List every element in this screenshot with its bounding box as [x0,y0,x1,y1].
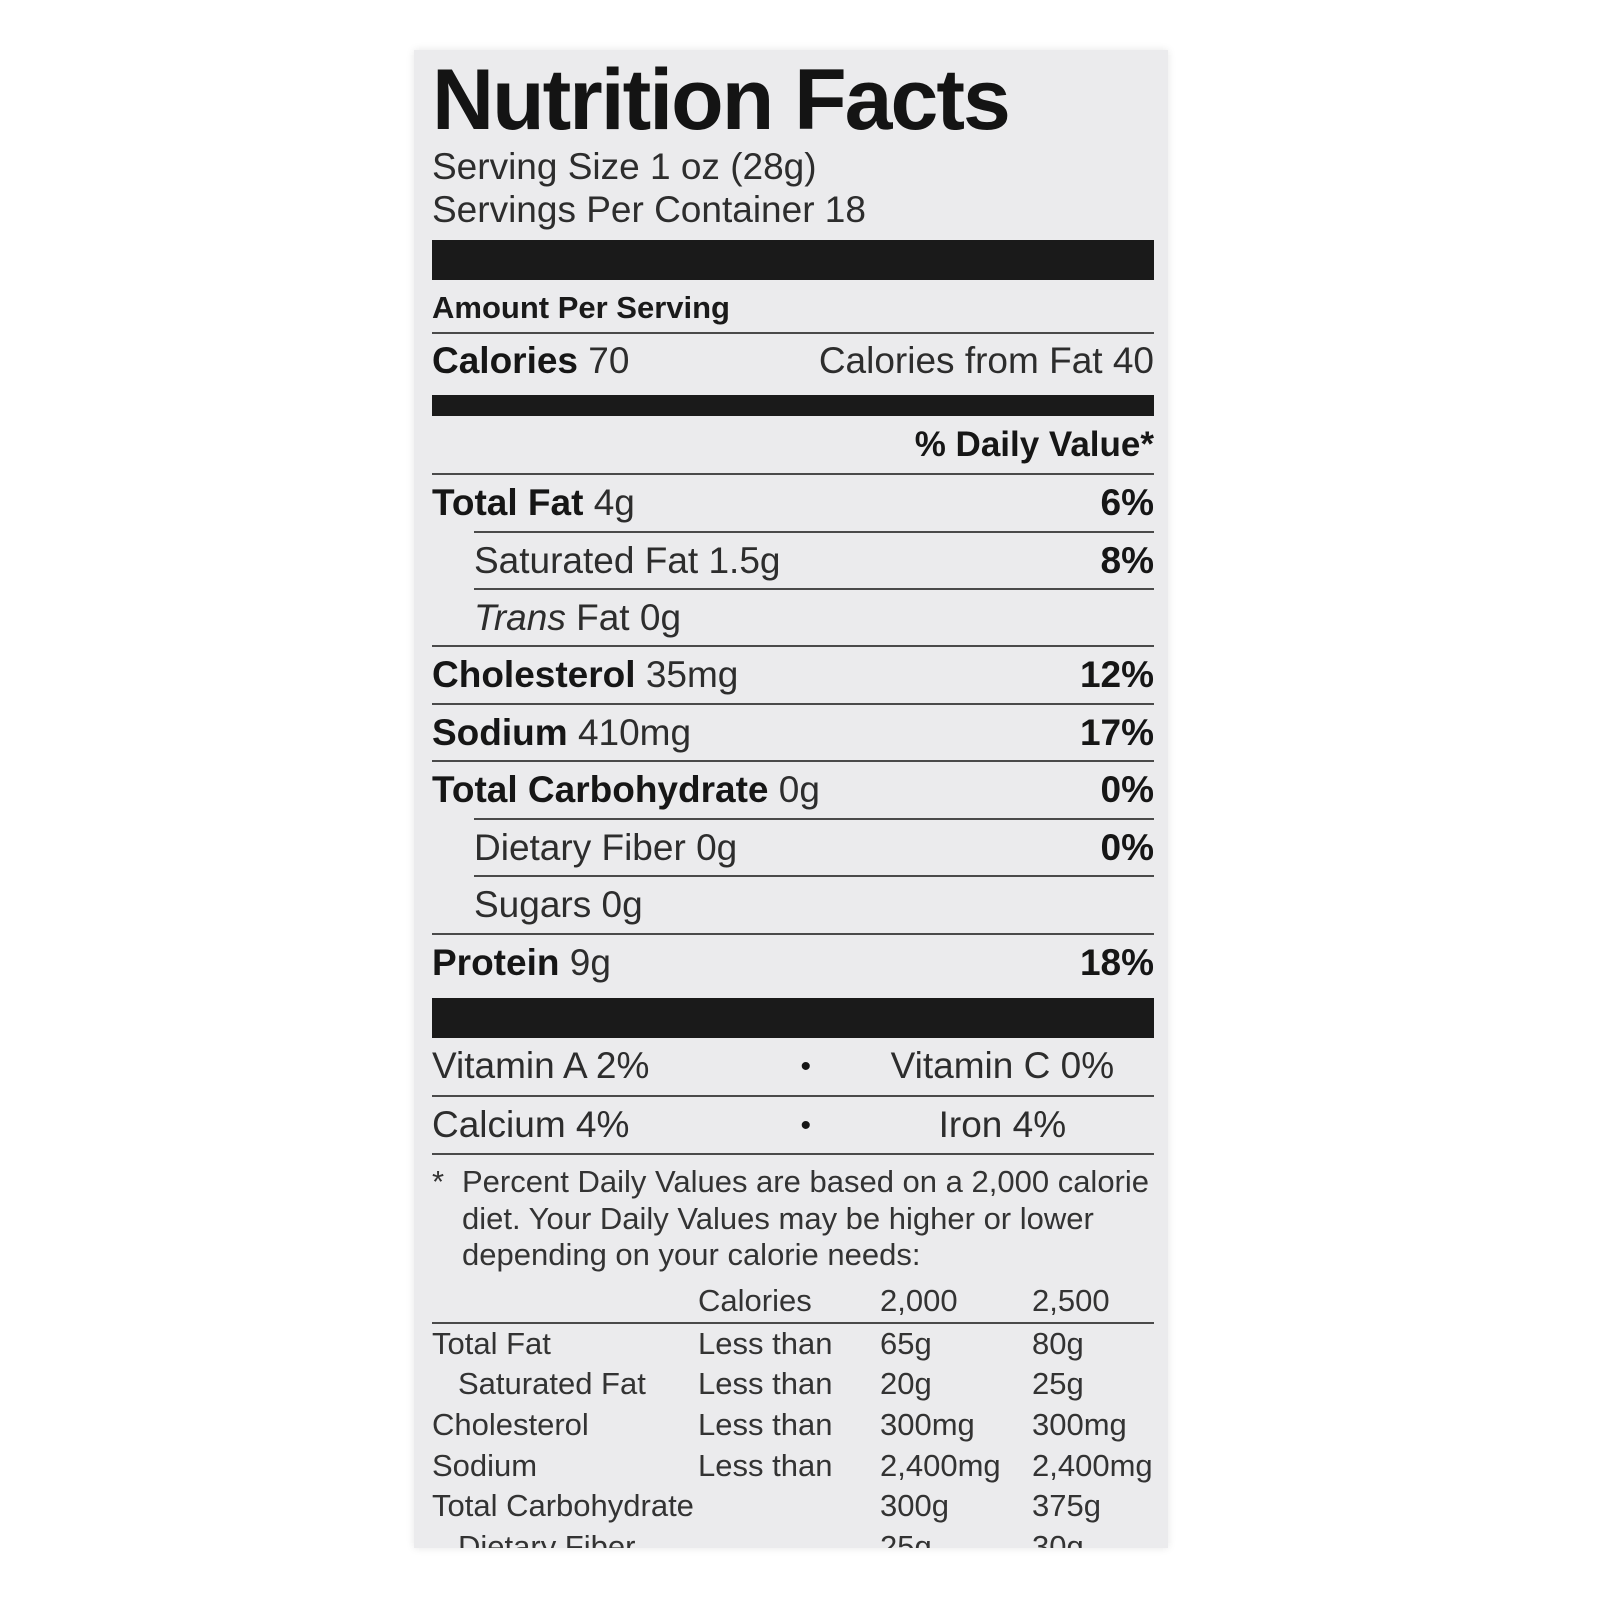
calories-from-fat: Calories from Fat 40 [818,340,1154,382]
footnote-text: Percent Daily Values are based on a 2,00… [462,1164,1150,1272]
hairline-rule [432,1094,1154,1097]
table-row: Dietary Fiber 25g 30g [458,1528,1084,1548]
table-row: Sodium Less than 2,400mg 2,400mg [432,1447,1153,1483]
hairline-rule [474,587,1154,590]
thick-separator-bar [432,998,1154,1039]
bullet-separator: • [800,1049,812,1083]
hairline-rule [474,875,1154,878]
table-header-row: Calories 2,000 2,500 [432,1281,1154,1322]
col-header-calories: Calories [698,1283,812,1319]
thick-separator-bar [432,240,1154,281]
footnote-asterisk: * [432,1164,445,1200]
daily-value-percent: 8% [1100,539,1154,581]
hairline-rule [432,645,1154,648]
nutrient-row-total-carbohydrate: Total Carbohydrate 0g 0% [432,769,1154,811]
table-row: Cholesterol Less than 300mg 300mg [432,1406,1127,1442]
daily-value-percent: 17% [1079,711,1154,753]
serving-size: Serving Size 1 oz (28g) [432,146,817,188]
amount-per-serving-heading: Amount Per Serving [432,290,730,326]
daily-value-percent: 18% [1079,941,1154,983]
table-row: Saturated Fat Less than 20g 25g [458,1366,1084,1402]
hairline-rule [474,817,1154,820]
daily-value-percent: 0% [1100,769,1154,811]
hairline-rule [432,932,1154,935]
daily-value-percent: 0% [1100,826,1154,868]
hairline-rule [432,702,1154,705]
medium-separator-bar [432,395,1154,417]
calcium: Calcium 4% [432,1103,630,1145]
hairline-rule [432,1153,1154,1156]
nutrition-facts-label: Nutrition Facts Serving Size 1 oz (28g) … [414,50,1168,1548]
calories-row: Calories 70 Calories from Fat 40 [432,334,1154,391]
hairline-rule [474,530,1154,533]
hairline-rule [432,473,1154,476]
daily-value-reference-table: Calories 2,000 2,500 Total Fat Less than… [432,1281,1154,1548]
servings-per-container: Servings Per Container 18 [432,189,866,231]
daily-value-percent: 12% [1079,654,1154,696]
col-header-2000: 2,000 [880,1283,958,1319]
nutrient-row-sodium: Sodium 410mg 17% [432,711,1154,753]
label-title: Nutrition Facts [432,52,1011,148]
daily-value-header: % Daily Value* [914,425,1154,465]
daily-value-percent: 6% [1100,482,1154,524]
col-header-2500: 2,500 [1032,1283,1110,1319]
hairline-rule [432,332,1154,335]
bullet-separator: • [800,1108,812,1142]
nutrient-row-trans-fat: Trans Fat 0g [474,596,682,638]
nutrient-row-sugars: Sugars 0g [474,884,643,926]
hairline-rule [432,760,1154,763]
vitamin-row-calcium-iron: Calcium 4% • Iron 4% [432,1097,1154,1154]
calories-label: Calories [432,340,579,382]
daily-value-footnote: * Percent Daily Values are based on a 2,… [432,1155,1154,1277]
iron: Iron 4% [938,1103,1067,1145]
vitamin-c: Vitamin C 0% [890,1045,1115,1087]
vitamin-a: Vitamin A 2% [432,1045,650,1087]
nutrient-row-saturated-fat: Saturated Fat 1.5g 8% [474,539,1154,581]
vitamin-row-a-c: Vitamin A 2% • Vitamin C 0% [432,1038,1154,1095]
nutrient-row-total-fat: Total Fat 4g 6% [432,482,1154,524]
hairline-rule [432,1321,1154,1324]
calories-value: Calories 70 [432,340,630,382]
table-row: Total Carbohydrate 300g 375g [432,1488,1101,1524]
table-row: Total Fat Less than 65g 80g [432,1325,1084,1361]
nutrient-row-dietary-fiber: Dietary Fiber 0g 0% [474,826,1154,868]
nutrient-row-cholesterol: Cholesterol 35mg 12% [432,654,1154,696]
nutrient-row-protein: Protein 9g 18% [432,941,1154,983]
